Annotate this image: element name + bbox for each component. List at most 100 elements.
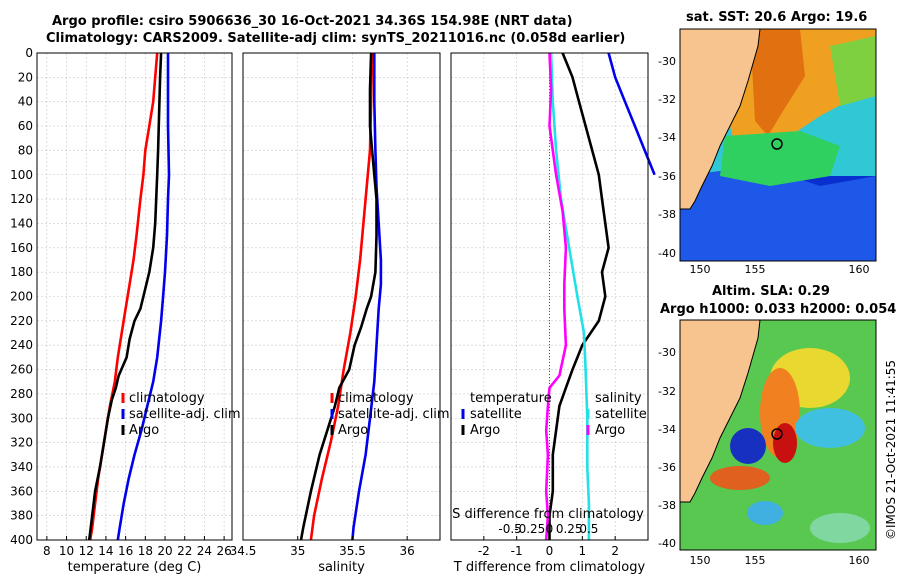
sla-negative-anomaly: [730, 428, 766, 464]
legend-label: satellite: [470, 407, 522, 422]
sla-map-title-line-2: Argo h1000: 0.033 h2000: 0.054: [660, 302, 897, 317]
y-tick-label: 260: [10, 363, 33, 377]
sst-green-water: [720, 131, 840, 186]
sla-ytick: -38: [658, 499, 676, 512]
x-tick-label: 35: [290, 544, 305, 558]
sla-xtick: 150: [690, 554, 711, 567]
series-line-satellite-adj-clim: [116, 53, 171, 541]
sst-map-title: sat. SST: 20.6 Argo: 19.6: [686, 10, 868, 25]
x-tick-label: 18: [138, 544, 153, 558]
sla-positive-anomaly: [710, 466, 770, 490]
x-tick-label: 8: [43, 544, 51, 558]
sst-ytick: -30: [658, 55, 676, 68]
y-tick-label: 300: [10, 411, 33, 425]
y-tick-label: 20: [18, 70, 33, 84]
plot-frame: [242, 52, 441, 541]
x-tick-label: 24: [197, 544, 212, 558]
sla-ytick: -30: [658, 346, 676, 359]
y-tick-label: 380: [10, 509, 33, 523]
sst-ytick: -36: [658, 170, 676, 183]
sla-map-title-line-1: Altim. SLA: 0.29: [712, 284, 830, 299]
y-tick-label: 340: [10, 460, 33, 474]
sst-cool-water: [680, 166, 876, 261]
y-tick-label: 180: [10, 265, 33, 279]
y-tick-label: 220: [10, 314, 33, 328]
sla-strong-positive-anomaly: [773, 423, 797, 463]
sla-ytick: -32: [658, 385, 676, 398]
legend-label: satellite-adj. clim: [338, 407, 450, 422]
legend-label: Argo: [129, 423, 159, 438]
sla-xtick: 160: [849, 554, 870, 567]
sla-argo-marker: [771, 428, 783, 440]
sst-ytick: -32: [658, 93, 676, 106]
series-line-satellite-adj-clim: [351, 53, 383, 541]
series-line-t-satellite: [607, 52, 656, 176]
x-tick-label: 20: [157, 544, 172, 558]
figure-title-line-2: Climatology: CARS2009. Satellite-adj cli…: [46, 31, 626, 46]
sla-weak-anomaly: [810, 513, 870, 543]
sla-xtick: 155: [745, 554, 766, 567]
sst-map: 150 155 160 -30 -32 -34 -36 -38 -40: [658, 28, 877, 276]
y-tick-label: 100: [10, 168, 33, 182]
series-line-argo: [299, 52, 378, 541]
sst-ytick: -38: [658, 208, 676, 221]
x-axis-label: temperature (deg C): [68, 560, 202, 575]
x-tick-label: 1: [579, 544, 587, 558]
x-tick-label: -1: [511, 544, 523, 558]
x-axis-label: salinity: [318, 560, 365, 575]
legend-label: Argo: [470, 423, 500, 438]
plot-frame: [36, 52, 233, 541]
sla-negative-anomaly: [795, 408, 865, 448]
x-tick-label: 12: [79, 544, 94, 558]
sla-ytick: -34: [658, 423, 676, 436]
series-line-s-argo: [544, 52, 568, 541]
x-axis-label: T difference from climatology: [453, 560, 646, 575]
x-tick-label: 16: [118, 544, 133, 558]
sla-ytick: -40: [658, 537, 676, 550]
y-tick-label: 160: [10, 241, 33, 255]
series-line-s-satellite: [549, 52, 591, 540]
y-tick-label: 0: [25, 46, 33, 60]
figure-title-line-1: Argo profile: csiro 5906636_30 16-Oct-20…: [52, 14, 573, 29]
sla-negative-anomaly: [747, 501, 783, 525]
y-tick-label: 320: [10, 436, 33, 450]
x-tick-label: 10: [59, 544, 74, 558]
legend-label: satellite: [595, 407, 647, 422]
x-tick-label: 35.5: [339, 544, 366, 558]
x-tick-label: 34.5: [230, 544, 257, 558]
y-tick-label: 240: [10, 338, 33, 352]
y-tick-label: 120: [10, 192, 33, 206]
series-line-t-argo: [548, 52, 610, 540]
legend-label: temperature: [470, 391, 552, 406]
sla-land: [680, 320, 761, 503]
legend-label: salinity: [595, 391, 642, 406]
x-tick-label: -2: [478, 544, 490, 558]
sla-ytick: -36: [658, 461, 676, 474]
sst-land: [680, 29, 761, 210]
legend-label: climatology: [338, 391, 414, 406]
secondary-x-tick-label: -0.25: [514, 522, 545, 536]
sst-map-frame: [679, 28, 877, 262]
y-tick-label: 140: [10, 216, 33, 230]
x-tick-label: 0: [546, 544, 554, 558]
legend-label: Argo: [338, 423, 368, 438]
y-tick-label: 400: [10, 533, 33, 547]
sla-map-frame: [679, 319, 877, 551]
series-line-climatology: [309, 52, 374, 541]
x-tick-label: 14: [98, 544, 113, 558]
sst-xtick: 150: [690, 263, 711, 276]
sst-argo-marker: [771, 138, 783, 150]
legend-label: Argo: [595, 423, 625, 438]
secondary-x-tick-label: -0.5: [498, 522, 521, 536]
secondary-axis-label: S difference from climatology: [452, 507, 644, 522]
secondary-x-tick-label: 0.5: [579, 522, 598, 536]
imos-timestamp: ©IMOS 21-Oct-2021 11:41:55: [884, 359, 898, 540]
sst-ytick: -40: [658, 247, 676, 260]
secondary-x-tick-label: 0: [546, 522, 554, 536]
legend-label: climatology: [129, 391, 205, 406]
y-tick-label: 40: [18, 95, 33, 109]
x-tick-label: 22: [177, 544, 192, 558]
sst-xtick: 155: [745, 263, 766, 276]
sst-xtick: 160: [849, 263, 870, 276]
